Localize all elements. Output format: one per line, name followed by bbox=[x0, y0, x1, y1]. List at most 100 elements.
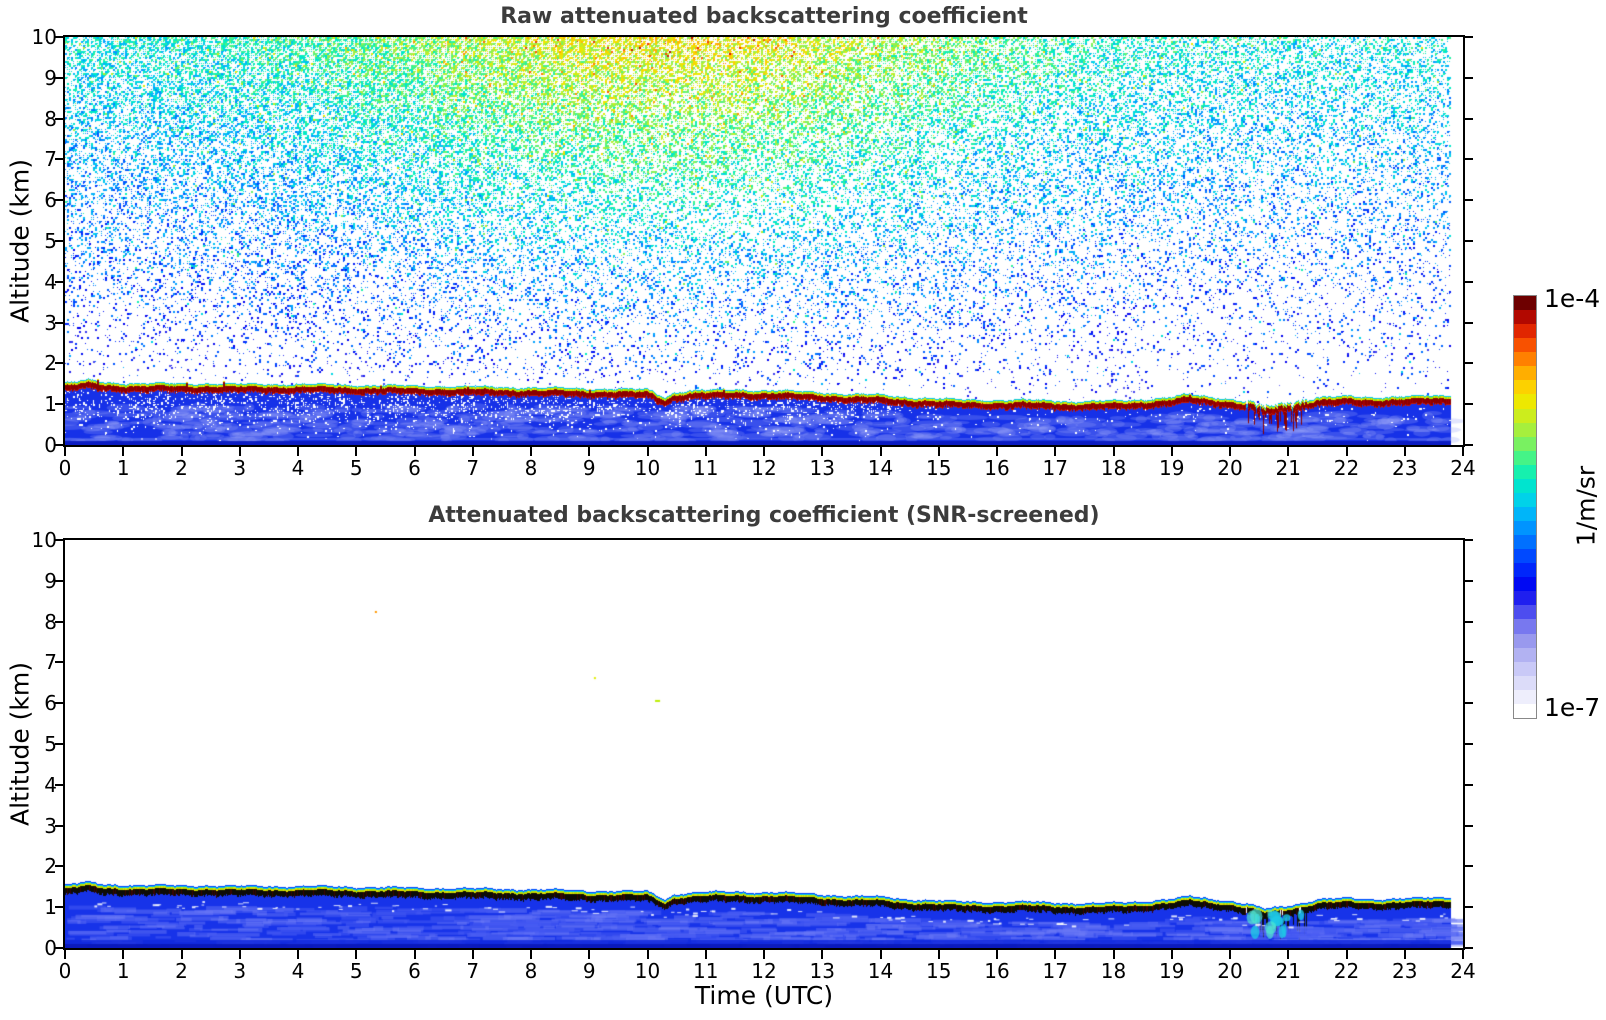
raw-x-tick-label: 12 bbox=[751, 456, 777, 480]
colorbar-step bbox=[1514, 675, 1536, 690]
screened-x-tick-label: 2 bbox=[175, 959, 188, 983]
screened-x-tick bbox=[704, 950, 707, 959]
raw-x-tick-label: 19 bbox=[1159, 456, 1185, 480]
screened-x-tick bbox=[1403, 950, 1406, 959]
screened-y-tick-right bbox=[1465, 865, 1473, 868]
screened-y-tick-label: 0 bbox=[44, 936, 57, 960]
raw-x-tick bbox=[238, 447, 241, 456]
colorbar-step bbox=[1514, 521, 1536, 536]
raw-y-tick-right bbox=[1465, 117, 1473, 120]
colorbar-step bbox=[1514, 394, 1536, 409]
raw-x-tick bbox=[530, 447, 532, 456]
raw-y-tick-right bbox=[1465, 444, 1473, 446]
raw-x-tick-label: 15 bbox=[926, 456, 952, 480]
colorbar-step bbox=[1514, 703, 1536, 718]
screened-x-tick-label: 5 bbox=[349, 959, 363, 983]
screened-x-tick bbox=[1054, 950, 1057, 959]
raw-x-tick-label: 7 bbox=[466, 456, 480, 480]
screened-y-tick-right bbox=[1465, 824, 1473, 827]
screened-x-tick-label: 15 bbox=[926, 959, 952, 983]
raw-x-tick bbox=[763, 447, 765, 456]
raw-x-tick-label: 6 bbox=[408, 456, 421, 480]
screened-panel-title: Attenuated backscattering coefficient (S… bbox=[428, 503, 1100, 528]
raw-y-tick-right bbox=[1465, 403, 1473, 406]
colorbar-unit-label: 1/m/sr bbox=[1571, 465, 1601, 547]
raw-y-tick-label: 9 bbox=[44, 65, 57, 90]
raw-y-tick bbox=[55, 158, 63, 161]
screened-y-tick-label: 2 bbox=[44, 854, 57, 879]
raw-x-tick bbox=[937, 447, 940, 456]
raw-y-tick-right bbox=[1465, 199, 1473, 202]
raw-y-tick-right bbox=[1465, 76, 1473, 79]
screened-x-tick bbox=[1345, 950, 1348, 959]
screened-x-tick bbox=[588, 950, 591, 959]
screened-y-tick-label: 9 bbox=[44, 568, 57, 593]
screened-y-tick-label: 8 bbox=[44, 609, 57, 634]
screened-y-tick-label: 5 bbox=[44, 732, 57, 756]
colorbar-step bbox=[1514, 605, 1536, 620]
screened-x-tick bbox=[763, 950, 765, 959]
raw-y-tick-label: 10 bbox=[31, 25, 57, 49]
screened-y-tick bbox=[55, 824, 63, 827]
screened-y-tick-right bbox=[1465, 539, 1473, 541]
screened-y-tick-label: 3 bbox=[44, 813, 57, 838]
colorbar-step bbox=[1514, 591, 1536, 606]
colorbar-step bbox=[1514, 338, 1536, 353]
screened-x-tick-label: 11 bbox=[693, 959, 719, 983]
raw-x-tick-label: 18 bbox=[1100, 456, 1127, 480]
screened-x-tick-label: 0 bbox=[58, 959, 72, 983]
raw-x-tick-label: 5 bbox=[349, 456, 363, 480]
raw-y-tick-label: 4 bbox=[44, 269, 57, 294]
raw-y-tick bbox=[55, 362, 63, 365]
colorbar-step bbox=[1514, 296, 1536, 311]
raw-x-tick-label: 0 bbox=[58, 456, 72, 480]
raw-x-tick bbox=[1112, 447, 1115, 456]
raw-x-tick bbox=[588, 447, 591, 456]
colorbar-step bbox=[1514, 422, 1536, 437]
raw-x-tick-label: 1 bbox=[116, 456, 130, 480]
screened-x-tick bbox=[821, 950, 824, 959]
raw-x-tick bbox=[1229, 447, 1231, 456]
screened-y-tick-right bbox=[1465, 702, 1473, 705]
raw-x-tick bbox=[996, 447, 998, 456]
screened-y-tick-label: 4 bbox=[44, 772, 57, 797]
screened-x-tick bbox=[64, 950, 66, 959]
screened-x-tick-label: 9 bbox=[582, 959, 596, 983]
screened-y-tick-right bbox=[1465, 579, 1473, 582]
colorbar-step bbox=[1514, 647, 1536, 662]
raw-x-tick bbox=[646, 447, 649, 456]
raw-x-tick bbox=[180, 447, 183, 456]
raw-x-tick-label: 24 bbox=[1450, 456, 1476, 480]
screened-x-tick-label: 23 bbox=[1392, 959, 1418, 983]
screened-y-tick-label: 6 bbox=[44, 691, 57, 716]
screened-x-tick bbox=[413, 950, 416, 959]
raw-y-tick-label: 5 bbox=[44, 229, 57, 253]
raw-x-tick-label: 17 bbox=[1042, 456, 1068, 480]
screened-x-tick bbox=[122, 950, 125, 959]
colorbar-step bbox=[1514, 506, 1536, 521]
screened-x-tick bbox=[996, 950, 998, 959]
raw-x-tick-label: 16 bbox=[984, 456, 1010, 480]
colorbar-step bbox=[1514, 563, 1536, 578]
colorbar-step bbox=[1514, 380, 1536, 395]
screened-x-tick-label: 13 bbox=[809, 959, 835, 983]
raw-x-tick bbox=[1054, 447, 1057, 456]
screened-x-tick bbox=[238, 950, 241, 959]
screened-y-tick-label: 7 bbox=[44, 650, 57, 675]
raw-y-tick bbox=[55, 403, 63, 406]
raw-x-tick bbox=[355, 447, 358, 456]
raw-y-tick bbox=[55, 199, 63, 202]
raw-y-tick-label: 6 bbox=[44, 188, 57, 213]
raw-panel-title: Raw attenuated backscattering coefficien… bbox=[500, 4, 1028, 29]
raw-x-tick bbox=[297, 447, 299, 456]
screened-x-tick-label: 17 bbox=[1042, 959, 1068, 983]
raw-x-tick bbox=[122, 447, 125, 456]
screened-y-tick bbox=[55, 743, 63, 745]
raw-y-tick-right bbox=[1465, 280, 1473, 283]
raw-x-tick bbox=[704, 447, 707, 456]
colorbar-step bbox=[1514, 492, 1536, 507]
screened-x-tick-label: 16 bbox=[984, 959, 1010, 983]
screened-y-tick bbox=[55, 783, 63, 786]
raw-y-tick-right bbox=[1465, 36, 1473, 38]
